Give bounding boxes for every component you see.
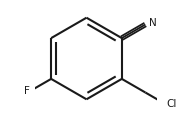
Text: Cl: Cl bbox=[167, 99, 177, 109]
Text: F: F bbox=[24, 86, 30, 96]
Text: N: N bbox=[149, 18, 156, 28]
